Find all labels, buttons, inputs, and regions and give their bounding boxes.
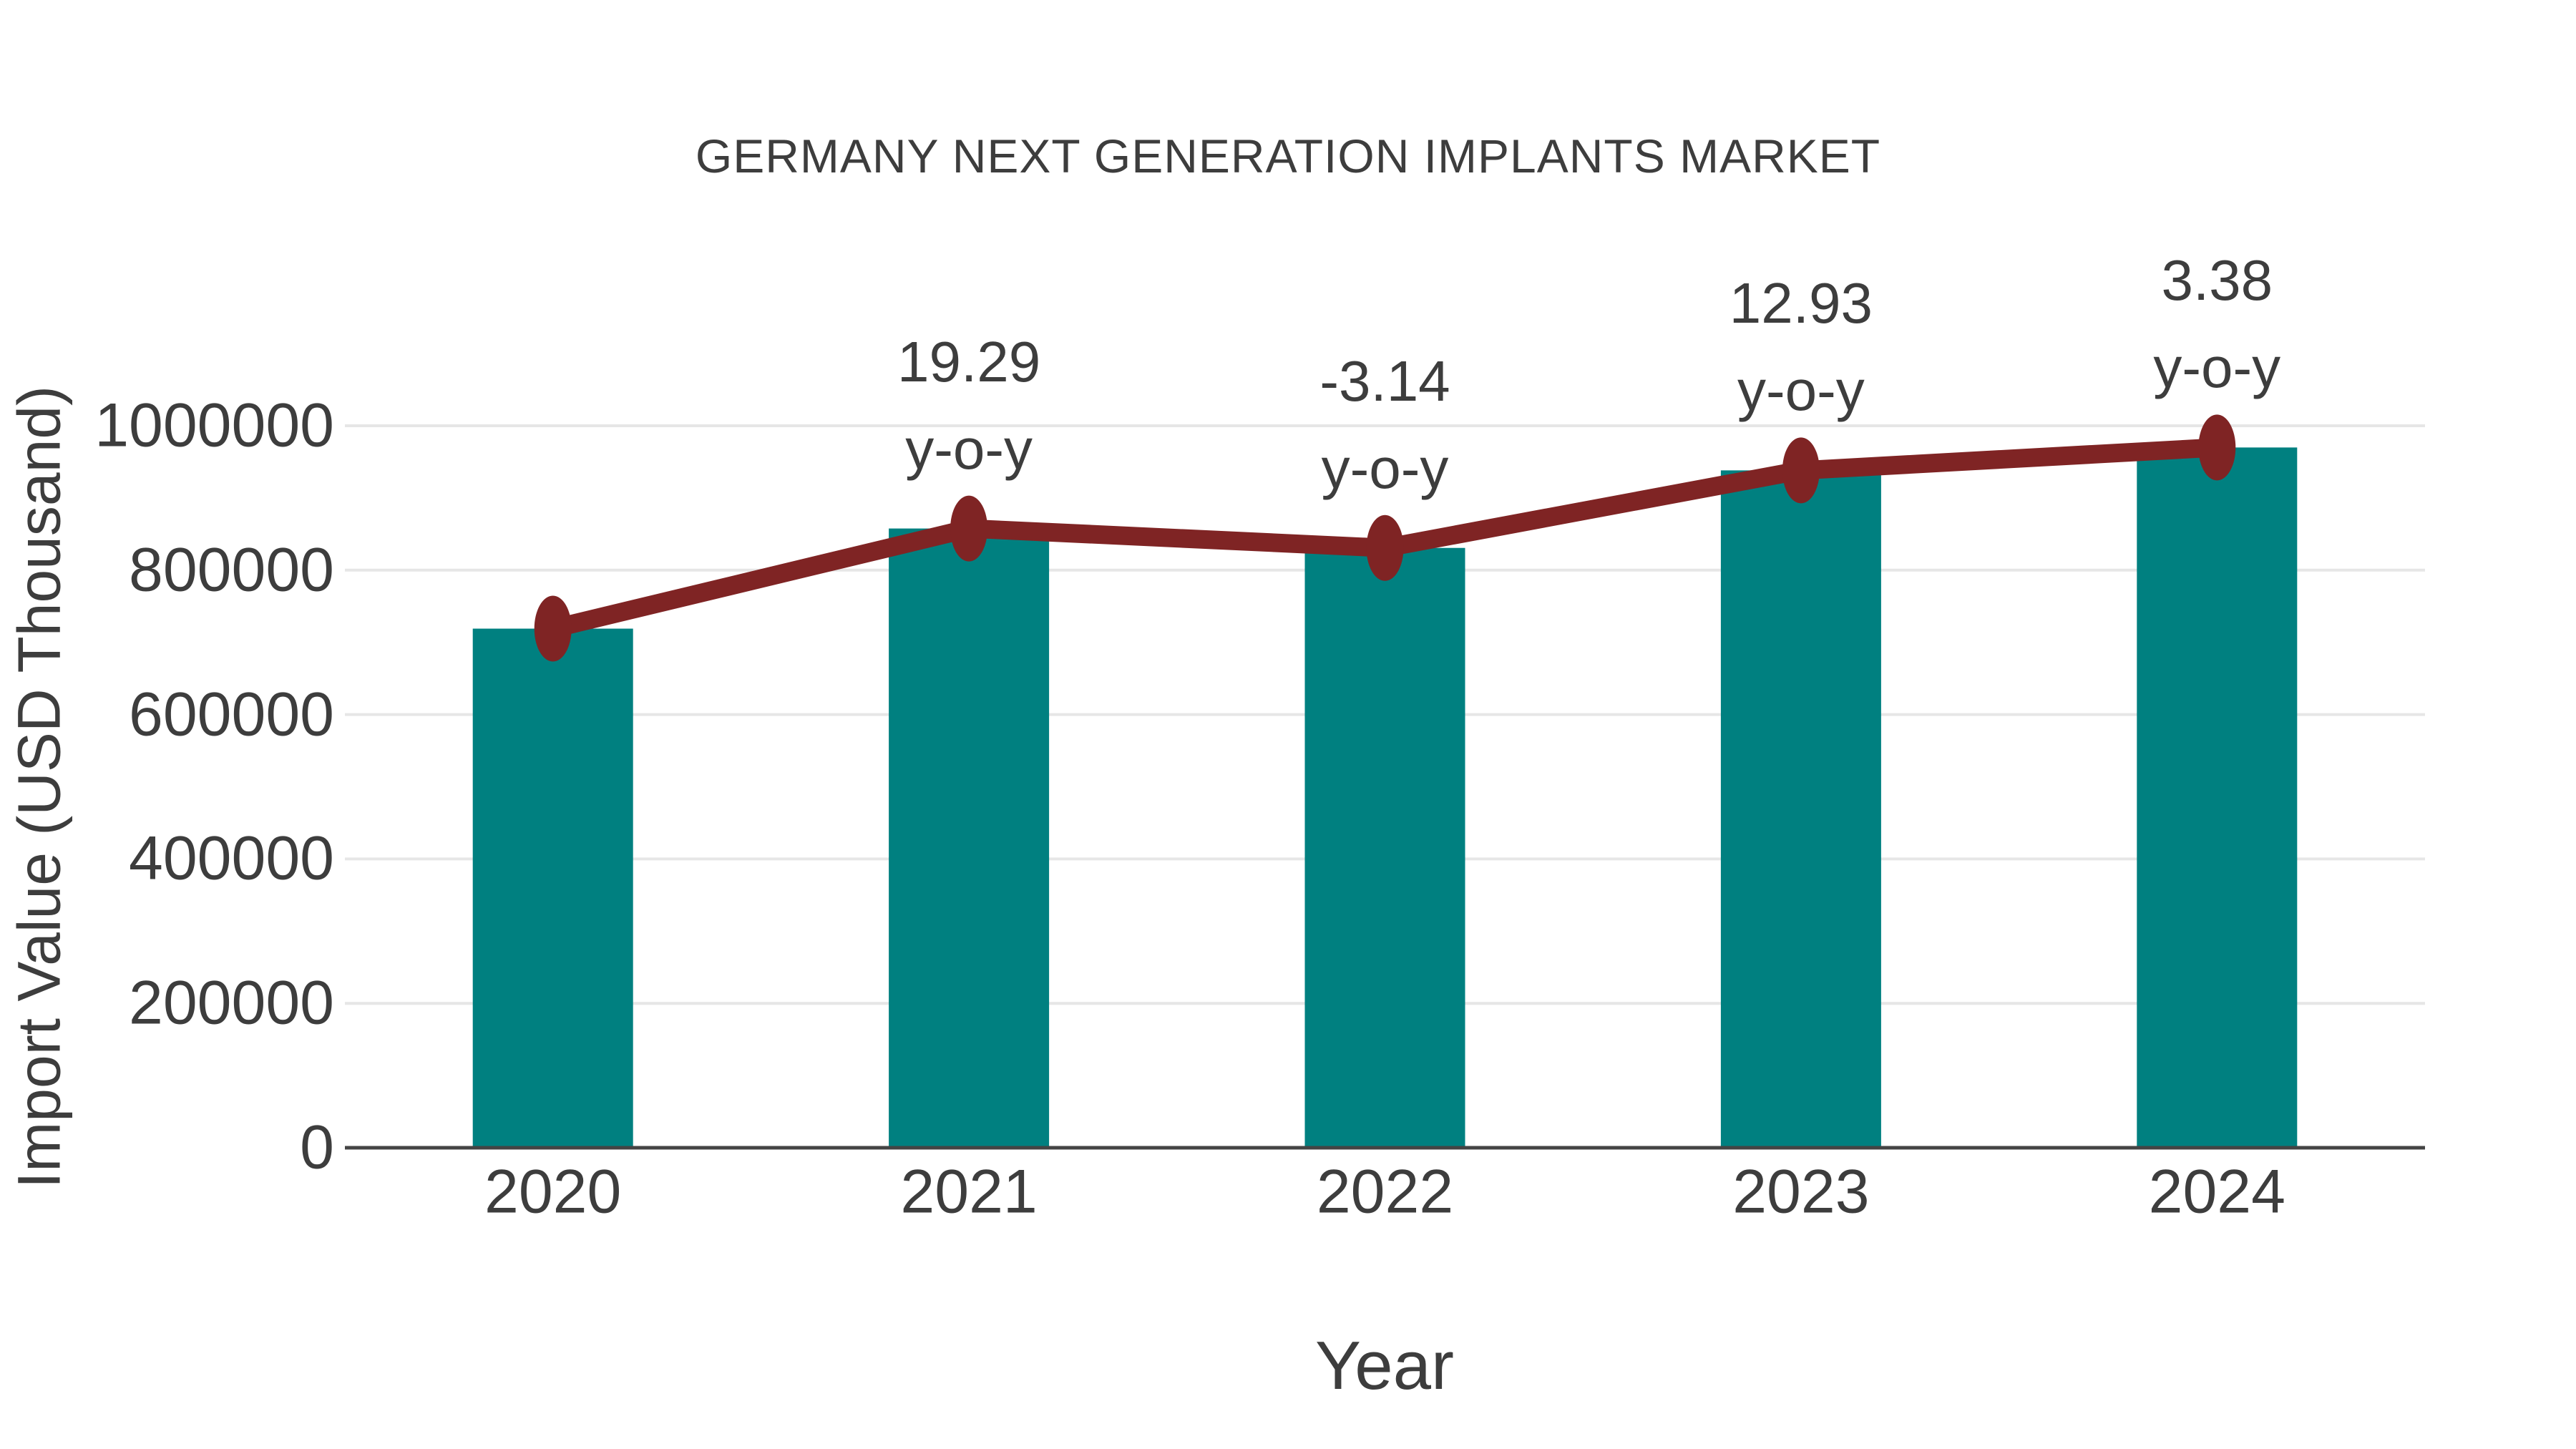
annotation-value-2023: 12.93 bbox=[1729, 271, 1873, 336]
x-tick-label-2022: 2022 bbox=[1316, 1157, 1454, 1226]
data-point-marker-2021 bbox=[950, 495, 988, 562]
annotation-unit-2021: y-o-y bbox=[905, 416, 1033, 481]
annotation-unit-2023: y-o-y bbox=[1737, 358, 1865, 423]
annotation-unit-2024: y-o-y bbox=[2153, 336, 2281, 400]
x-tick-label-2021: 2021 bbox=[900, 1157, 1038, 1226]
bar-2023 bbox=[1720, 470, 1881, 1148]
x-tick-label-2024: 2024 bbox=[2148, 1157, 2285, 1226]
data-point-marker-2024 bbox=[2198, 414, 2236, 481]
annotation-value-2024: 3.38 bbox=[2161, 248, 2273, 313]
y-tick-label: 0 bbox=[300, 1113, 334, 1182]
y-tick-label: 200000 bbox=[129, 968, 334, 1038]
bar-2021 bbox=[889, 528, 1050, 1148]
x-axis-title: Year bbox=[1315, 1327, 1454, 1404]
x-tick-label-2023: 2023 bbox=[1732, 1157, 1870, 1226]
data-point-marker-2022 bbox=[1366, 514, 1404, 581]
annotation-value-2022: -3.14 bbox=[1319, 348, 1450, 413]
y-tick-label: 600000 bbox=[129, 680, 334, 749]
annotation-value-2021: 19.29 bbox=[897, 329, 1041, 394]
annotation-unit-2022: y-o-y bbox=[1321, 436, 1449, 500]
data-point-marker-2023 bbox=[1782, 437, 1820, 504]
y-tick-label: 800000 bbox=[129, 535, 334, 605]
chart-title: GERMANY NEXT GENERATION IMPLANTS MARKET bbox=[695, 130, 1881, 182]
data-point-marker-2020 bbox=[534, 595, 572, 662]
y-tick-label: 400000 bbox=[129, 824, 334, 893]
bar-2020 bbox=[472, 628, 633, 1148]
y-axis-title: Import Value (USD Thousand) bbox=[5, 385, 73, 1189]
bar-2022 bbox=[1304, 547, 1465, 1148]
bar-2024 bbox=[2137, 447, 2298, 1148]
y-tick-label: 1000000 bbox=[94, 391, 334, 460]
x-tick-label-2020: 2020 bbox=[484, 1157, 622, 1226]
